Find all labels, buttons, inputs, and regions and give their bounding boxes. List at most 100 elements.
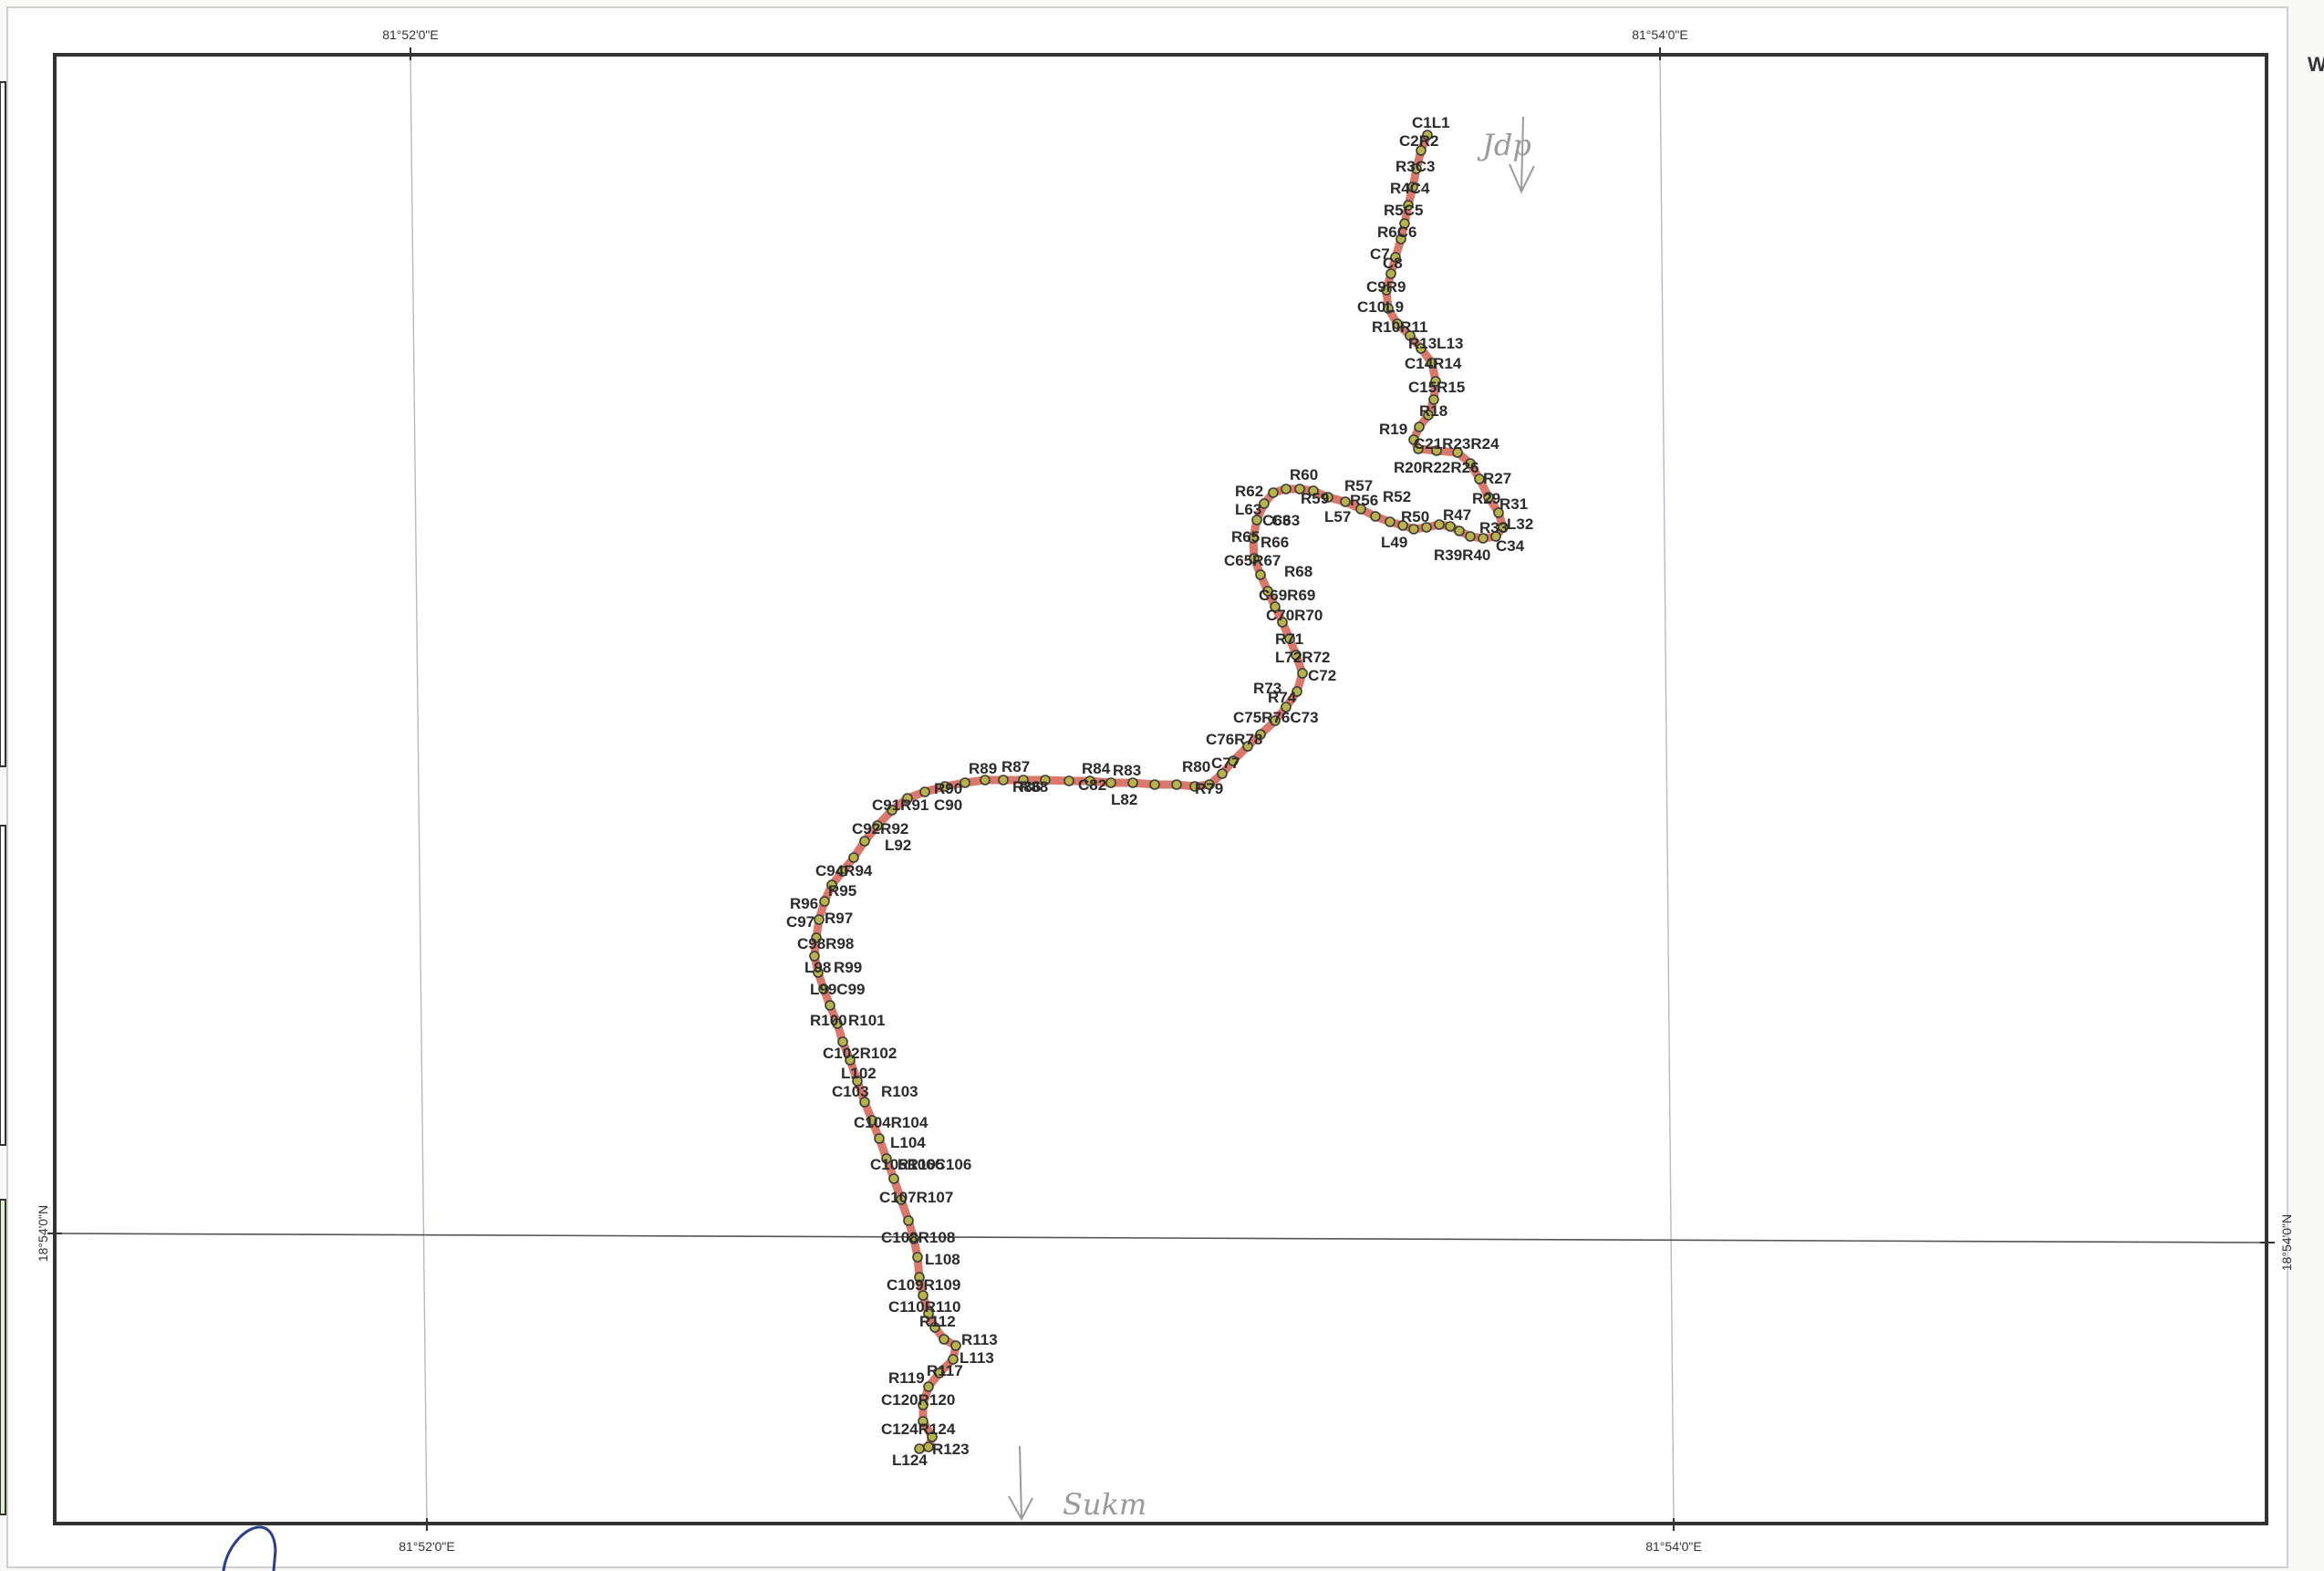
point-label: R47	[1443, 506, 1471, 524]
point-label: R33	[1479, 519, 1508, 536]
survey-point	[1270, 601, 1281, 612]
survey-point	[1249, 553, 1260, 564]
survey-point	[811, 932, 822, 943]
survey-point	[980, 775, 991, 786]
point-label: R71	[1275, 630, 1303, 648]
graticule-ticks	[47, 47, 2275, 1531]
point-label: C107R107	[879, 1189, 953, 1206]
survey-point	[866, 1115, 877, 1126]
survey-point	[826, 879, 837, 890]
point-label: R79	[1195, 780, 1223, 797]
point-label: C98R98	[797, 935, 854, 952]
point-label: C92R92	[852, 820, 908, 838]
survey-point	[1189, 781, 1200, 792]
point-label: R88	[1020, 778, 1048, 796]
point-label: R106C106	[897, 1156, 971, 1173]
survey-point	[845, 1055, 856, 1066]
survey-point	[1431, 445, 1442, 456]
point-label: C82	[1078, 776, 1106, 794]
survey-point	[939, 1334, 949, 1345]
survey-point	[1390, 252, 1401, 263]
point-label: R123	[932, 1441, 970, 1458]
point-label: C76R78	[1206, 731, 1262, 748]
survey-point	[1370, 511, 1381, 522]
survey-point	[1490, 531, 1501, 542]
survey-point	[902, 793, 913, 804]
survey-point	[1434, 519, 1445, 530]
point-label: C105R105	[870, 1156, 944, 1173]
survey-point	[1413, 443, 1424, 454]
point-label: C9R9	[1366, 278, 1406, 296]
point-label: C63	[1271, 512, 1300, 529]
point-label: L104	[890, 1134, 926, 1151]
survey-point	[859, 836, 870, 847]
point-label: R99	[834, 959, 862, 976]
survey-point	[1248, 533, 1259, 544]
survey-point	[1297, 668, 1308, 679]
point-label: L57	[1324, 508, 1351, 525]
survey-point	[929, 1322, 940, 1333]
point-label: R20R22R26	[1394, 459, 1479, 476]
survey-point	[960, 777, 970, 788]
point-label: R112	[919, 1313, 956, 1330]
point-label: R31	[1499, 495, 1528, 513]
point-label: R68	[1284, 563, 1312, 580]
lon-label-bottom-right: 81°54'0"E	[1645, 1539, 1702, 1554]
point-label: L63	[1235, 501, 1261, 518]
point-label: C15R15	[1408, 379, 1465, 396]
point-label: R13L13	[1408, 335, 1463, 352]
parallel-18-54	[54, 1233, 2267, 1243]
survey-point	[1340, 496, 1351, 507]
survey-point	[1228, 755, 1239, 766]
survey-point	[912, 1252, 923, 1263]
point-label: L92	[885, 837, 911, 854]
point-label: C103	[832, 1083, 869, 1100]
point-label: C91R91	[872, 796, 929, 814]
point-label: C70R70	[1266, 607, 1323, 624]
point-label: R73	[1253, 680, 1281, 697]
point-label: C120R120	[881, 1391, 955, 1409]
meridian-81-52	[410, 54, 428, 1524]
survey-point	[818, 983, 829, 994]
survey-points-layer	[809, 130, 1509, 1454]
survey-point	[1407, 182, 1418, 192]
survey-point	[1411, 163, 1422, 174]
point-label: C65R67	[1224, 552, 1281, 569]
survey-point	[1416, 343, 1427, 354]
survey-point	[1063, 775, 1074, 786]
lat-label-right: 18°54'0"N	[2279, 1214, 2294, 1271]
point-label: L108	[925, 1251, 960, 1268]
survey-point	[1385, 516, 1395, 527]
meridian-81-54	[1659, 54, 1675, 1524]
survey-point	[918, 1399, 929, 1410]
survey-point	[998, 775, 1009, 786]
point-label: C97	[786, 913, 814, 931]
survey-point	[887, 805, 897, 816]
survey-point	[1355, 504, 1366, 515]
point-label: R84	[1082, 760, 1111, 777]
survey-point	[1454, 525, 1465, 536]
survey-point	[1255, 569, 1266, 580]
graticule	[54, 54, 2267, 1524]
point-label: R56	[1350, 492, 1378, 509]
lat-label-left: 18°54'0"N	[36, 1205, 50, 1262]
survey-point	[1018, 775, 1029, 786]
survey-point	[1242, 741, 1253, 752]
survey-point	[1422, 130, 1433, 140]
point-label: C109R109	[887, 1276, 960, 1294]
survey-point	[1428, 394, 1439, 405]
point-label: R80	[1182, 758, 1210, 775]
point-label: C94R94	[815, 862, 873, 879]
pencil-note-top: Jdp	[1477, 128, 1531, 162]
survey-point	[1323, 492, 1333, 503]
point-label: C69R69	[1259, 587, 1315, 604]
survey-point	[939, 781, 950, 792]
survey-point	[1204, 779, 1215, 790]
survey-point	[1251, 515, 1262, 525]
point-label: R3C3	[1395, 158, 1435, 175]
point-label: C75R76C73	[1233, 709, 1319, 726]
survey-point	[950, 1340, 961, 1351]
survey-point	[1084, 775, 1095, 786]
point-label: R66	[1261, 534, 1289, 551]
